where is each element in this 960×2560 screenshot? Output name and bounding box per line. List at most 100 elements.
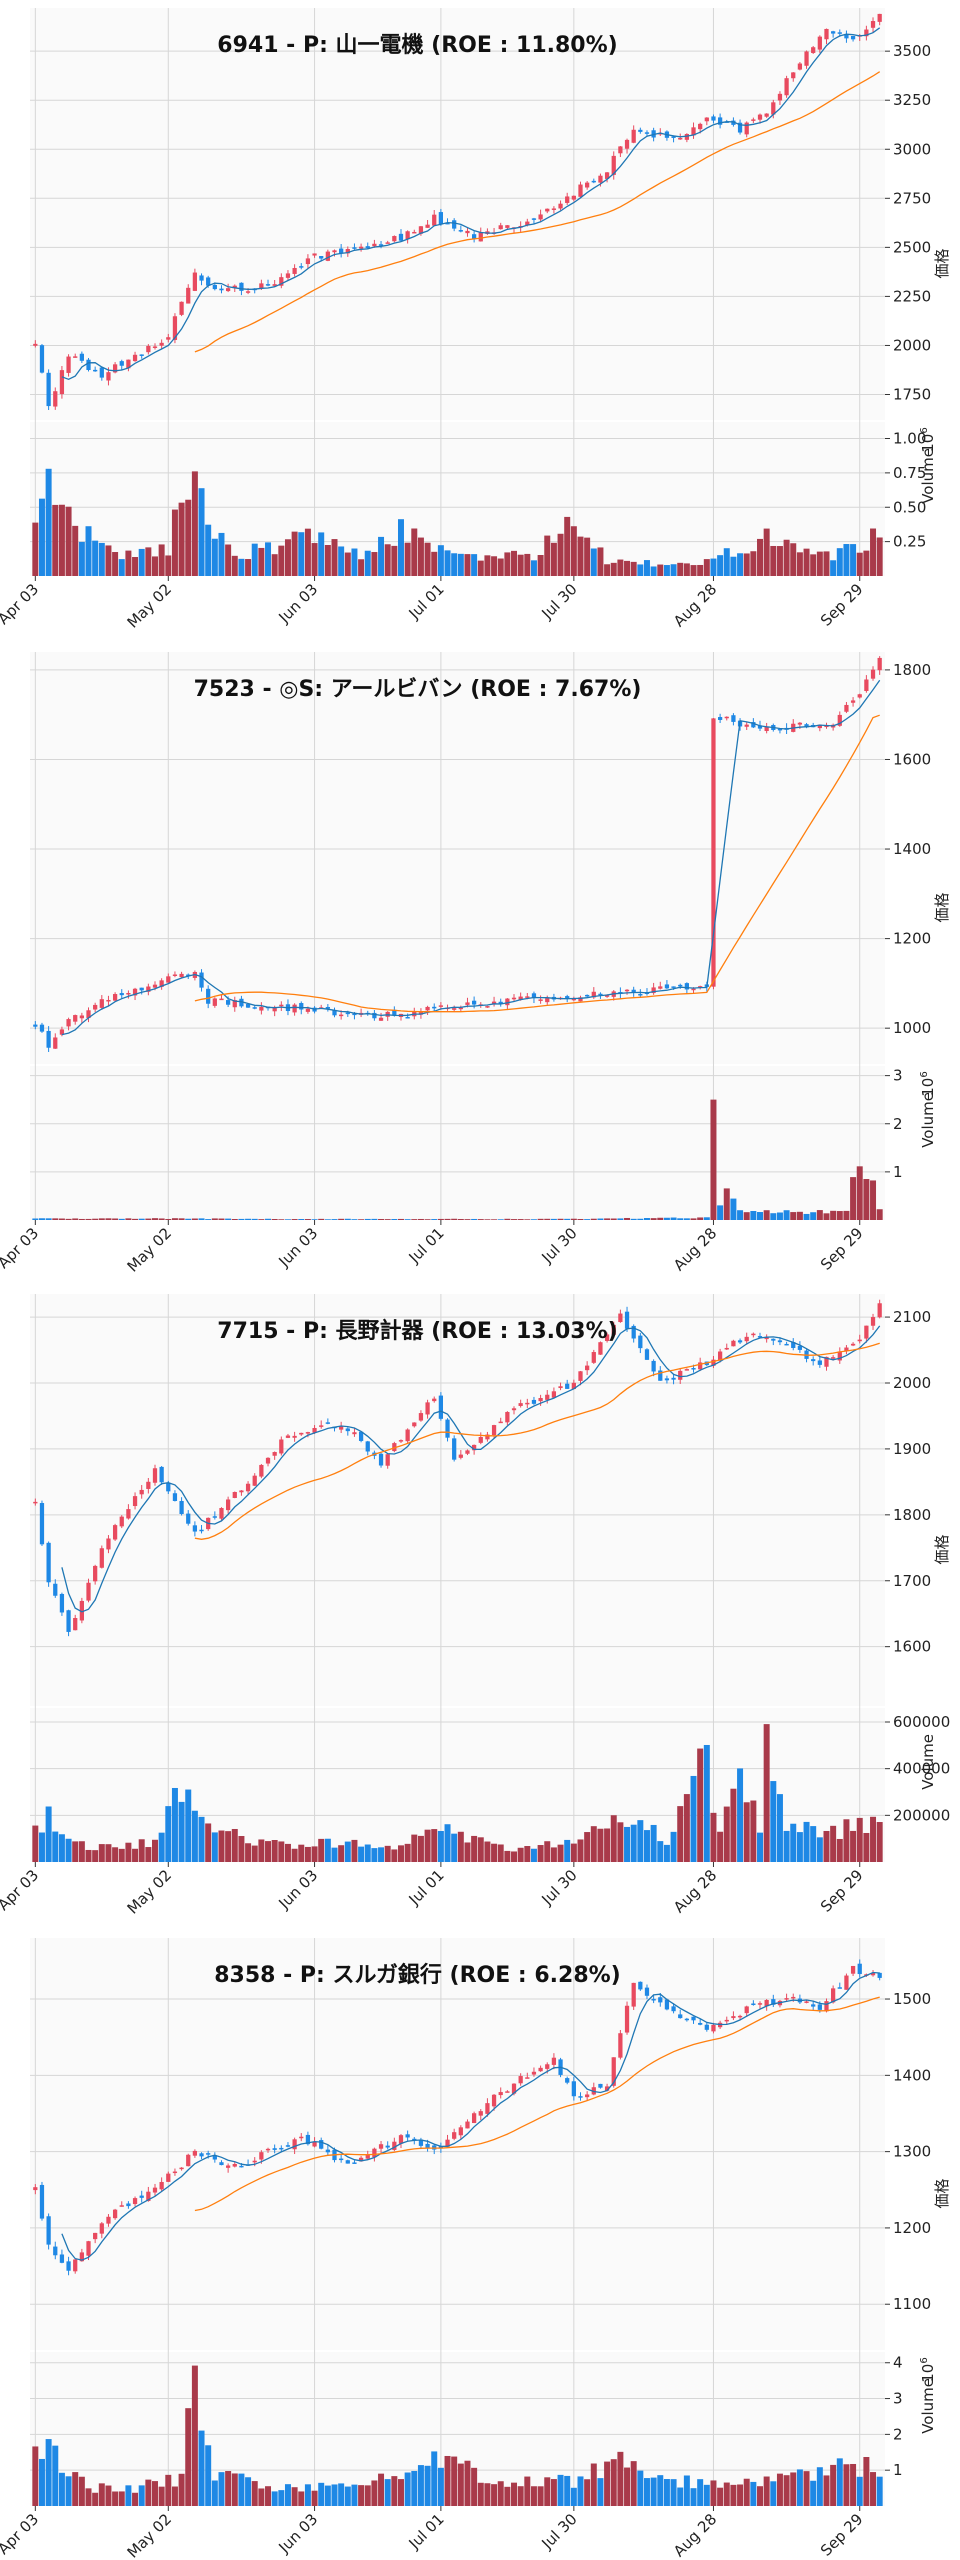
volume-bar	[757, 1832, 763, 1862]
candle-body	[46, 372, 51, 407]
candle-body	[870, 1972, 876, 1976]
candle-body	[698, 986, 703, 988]
volume-bar	[870, 2472, 877, 2506]
candle-body	[751, 722, 756, 728]
candle-body	[305, 1008, 311, 1012]
candle-body	[425, 1402, 430, 1415]
volume-bar	[211, 1832, 218, 1862]
candle-body	[378, 1453, 384, 1466]
volume-bar	[331, 1219, 338, 1220]
volume-bar	[564, 516, 571, 576]
candle-body	[571, 998, 576, 1001]
candle-body	[93, 2232, 98, 2240]
volume-bar	[770, 545, 777, 576]
volume-bar	[610, 562, 617, 576]
candle-body	[259, 1006, 264, 1011]
volume-bar	[304, 528, 311, 576]
candle-body	[339, 248, 344, 254]
candle-body	[658, 1370, 663, 1381]
volume-bar	[743, 553, 750, 576]
volume-bar	[431, 551, 438, 576]
volume-bar	[617, 1218, 624, 1220]
volume-bar	[231, 555, 238, 576]
volume-bar	[245, 1218, 252, 1220]
volume-bar	[856, 2476, 863, 2506]
candle-body	[292, 267, 297, 274]
volume-bar	[524, 1219, 531, 1220]
volume-bar	[238, 558, 245, 576]
x-tick-label: Aug 28	[670, 1224, 720, 1274]
x-tick-label: May 02	[124, 2510, 176, 2560]
candle-body	[199, 2153, 204, 2157]
volume-bars	[32, 468, 883, 576]
volume-bar	[205, 2445, 212, 2506]
volume-bar	[344, 1841, 351, 1862]
volume-bar	[850, 1830, 857, 1862]
candle-body	[857, 1339, 862, 1342]
volume-bar	[497, 2481, 504, 2506]
candle-body	[644, 1987, 650, 1996]
candle-body	[844, 1347, 849, 1352]
volume-bar	[597, 547, 604, 576]
volume-bar	[145, 2479, 152, 2506]
candle-body	[378, 2144, 384, 2149]
volume-bar	[411, 1219, 418, 1220]
volume-bar	[218, 1830, 225, 1862]
candle-body	[139, 2195, 144, 2198]
volume-bar	[178, 1801, 185, 1862]
volume-bar	[318, 1838, 325, 1862]
candle-body	[46, 2216, 51, 2245]
candle-body	[817, 36, 822, 50]
candle-body	[737, 122, 743, 133]
candle-body	[452, 220, 457, 229]
volume-bar	[464, 1842, 471, 1862]
candle-body	[452, 1008, 457, 1010]
candle-body	[292, 2139, 297, 2150]
candle-body	[724, 716, 729, 719]
candle-body	[438, 1005, 444, 1007]
candle-body	[192, 272, 198, 291]
volume-bar	[677, 1218, 684, 1220]
candle-body	[644, 1349, 650, 1360]
candle-body	[571, 195, 576, 200]
candle-body	[777, 1340, 783, 1343]
volume-bars	[32, 1099, 883, 1220]
candle-body	[418, 2139, 424, 2146]
candle-body	[631, 129, 636, 143]
candle-body	[724, 2019, 729, 2022]
volume-bar	[85, 1849, 92, 1862]
volume-bar	[351, 2484, 358, 2506]
volume-bar	[431, 2451, 438, 2506]
volume-bar	[344, 1218, 351, 1220]
volume-bar	[590, 548, 597, 576]
volume-bar	[597, 1828, 604, 1862]
candle-body	[585, 2094, 590, 2098]
volume-bar	[112, 1218, 119, 1220]
volume-bar	[85, 2488, 92, 2506]
volume-bar	[783, 2475, 790, 2506]
volume-bar	[65, 2476, 72, 2506]
chart-panel-1: 1750 2000 2250 2500 2750 3000 3250 3500 0.25 0.50…	[0, 8, 951, 632]
candle-body	[59, 2254, 65, 2263]
volume-bar	[437, 545, 444, 576]
candle-body	[166, 976, 171, 983]
candle-body	[279, 1439, 284, 1454]
candle-body	[93, 1565, 98, 1582]
candle-body	[226, 1499, 231, 1511]
volume-bar	[451, 553, 458, 576]
candle-body	[791, 1996, 796, 1999]
candle-body	[365, 1441, 370, 1452]
volume-bar	[557, 533, 564, 576]
volume-bar	[318, 1218, 325, 1220]
candle-body	[811, 2004, 816, 2007]
candle-body	[751, 119, 756, 121]
volume-bar	[810, 1212, 817, 1220]
volume-bar	[358, 1846, 365, 1862]
volume-bar	[304, 1219, 311, 1220]
candle-body	[565, 996, 570, 999]
candle-body	[385, 1454, 390, 1466]
volume-bar	[670, 1217, 677, 1220]
y-tick-label: 2100	[893, 1308, 931, 1326]
candle-body	[870, 1317, 876, 1326]
candle-body	[39, 2184, 45, 2219]
